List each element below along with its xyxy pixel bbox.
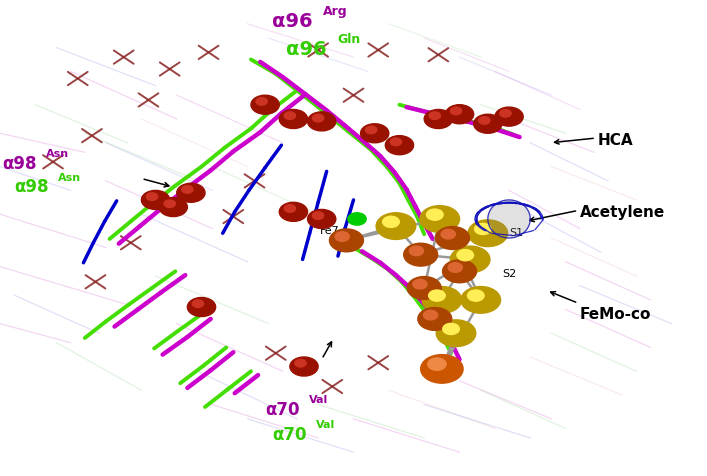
Circle shape (187, 298, 216, 317)
Circle shape (450, 107, 462, 115)
Text: S2: S2 (502, 269, 516, 279)
Circle shape (290, 357, 318, 376)
Text: α98: α98 (14, 178, 49, 197)
Circle shape (308, 112, 336, 131)
Circle shape (329, 229, 363, 252)
Text: α98: α98 (2, 155, 37, 173)
Circle shape (443, 260, 477, 283)
Text: α70: α70 (272, 426, 307, 444)
Circle shape (146, 193, 158, 200)
Circle shape (361, 124, 389, 143)
Text: Val: Val (316, 420, 335, 430)
Circle shape (192, 300, 204, 307)
Text: α96: α96 (272, 12, 312, 31)
Circle shape (445, 105, 474, 124)
Circle shape (159, 198, 187, 217)
Circle shape (308, 209, 336, 228)
Circle shape (474, 223, 491, 235)
Text: Arg: Arg (323, 5, 348, 18)
Text: Fe7: Fe7 (320, 226, 339, 236)
Polygon shape (488, 200, 530, 238)
Circle shape (312, 114, 324, 122)
Circle shape (376, 213, 416, 239)
Text: Fe6: Fe6 (452, 233, 472, 243)
Circle shape (495, 107, 523, 126)
Circle shape (164, 200, 175, 208)
Circle shape (443, 323, 460, 335)
Circle shape (413, 279, 427, 289)
Circle shape (428, 358, 446, 370)
Circle shape (284, 205, 296, 212)
Text: α70: α70 (265, 401, 300, 419)
Circle shape (404, 243, 438, 266)
Text: Val: Val (309, 395, 328, 405)
Circle shape (420, 206, 460, 232)
Circle shape (256, 98, 267, 105)
Text: Asn: Asn (58, 173, 81, 183)
Circle shape (409, 246, 423, 256)
Circle shape (390, 138, 402, 146)
Circle shape (385, 136, 414, 155)
Circle shape (295, 359, 306, 367)
Circle shape (177, 183, 205, 202)
Circle shape (382, 216, 399, 228)
Circle shape (450, 246, 490, 273)
Circle shape (423, 310, 438, 320)
Circle shape (366, 126, 377, 134)
Circle shape (441, 229, 455, 239)
Circle shape (474, 114, 502, 133)
Circle shape (436, 320, 476, 347)
Circle shape (284, 112, 296, 119)
Circle shape (467, 290, 484, 301)
Circle shape (448, 263, 462, 272)
Circle shape (426, 209, 443, 220)
Circle shape (429, 112, 440, 119)
Text: α96: α96 (286, 40, 327, 60)
Circle shape (251, 95, 279, 114)
Circle shape (468, 220, 508, 247)
Text: Asn: Asn (46, 149, 69, 159)
Circle shape (479, 117, 490, 124)
Text: HCA: HCA (597, 133, 633, 149)
Text: FeMo-co: FeMo-co (580, 307, 651, 322)
Circle shape (461, 287, 501, 313)
Circle shape (424, 109, 452, 129)
Text: Fe2: Fe2 (414, 283, 433, 293)
Circle shape (422, 287, 462, 313)
Circle shape (312, 212, 324, 219)
Circle shape (500, 109, 511, 117)
Circle shape (457, 249, 474, 261)
Circle shape (279, 109, 308, 129)
Circle shape (436, 227, 469, 249)
Circle shape (348, 213, 366, 225)
Text: Gln: Gln (337, 33, 361, 46)
Circle shape (141, 190, 170, 209)
Text: S1: S1 (509, 228, 523, 238)
Circle shape (279, 202, 308, 221)
Circle shape (407, 277, 441, 299)
Text: Acetylene: Acetylene (580, 205, 665, 220)
Circle shape (182, 186, 193, 193)
Circle shape (335, 232, 349, 241)
Circle shape (428, 290, 445, 301)
Circle shape (418, 307, 452, 330)
Circle shape (421, 355, 463, 383)
